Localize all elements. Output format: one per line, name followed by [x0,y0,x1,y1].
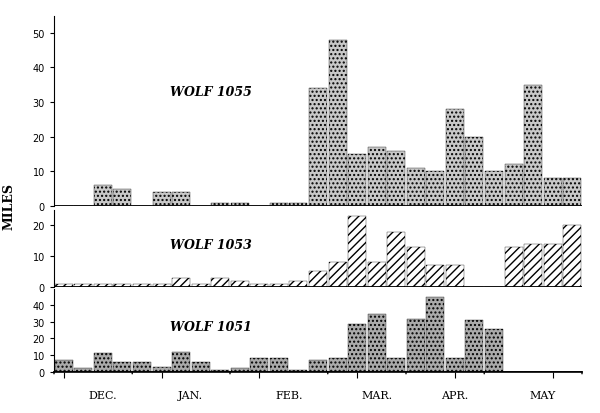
Bar [485,329,503,372]
Text: MAY: MAY [530,390,556,400]
Bar [329,263,347,287]
Bar [55,360,73,372]
Text: WOLF 1055: WOLF 1055 [170,86,252,99]
Bar [152,284,170,287]
Bar [446,266,464,287]
Bar [270,203,288,206]
Bar [563,226,581,287]
Bar [231,368,249,372]
Bar [505,165,523,206]
Bar [427,266,445,287]
Bar [152,367,170,372]
Bar [191,284,209,287]
Text: JAN.: JAN. [178,390,203,400]
Bar [505,247,523,287]
Bar [466,138,484,206]
Bar [446,110,464,206]
Bar [113,189,131,206]
Bar [387,358,405,372]
Bar [368,148,386,206]
Bar [329,358,347,372]
Bar [387,232,405,287]
Bar [289,370,307,372]
Bar [74,284,92,287]
Bar [55,284,73,287]
Bar [368,263,386,287]
Bar [348,324,366,372]
Bar [348,217,366,287]
Bar [172,278,190,287]
Bar [544,179,562,206]
Bar [485,172,503,206]
Bar [94,186,112,206]
Bar [74,368,92,372]
Bar [348,155,366,206]
Bar [211,203,229,206]
Bar [544,244,562,287]
Bar [427,172,445,206]
Bar [211,278,229,287]
Bar [563,179,581,206]
Bar [309,272,327,287]
Bar [94,354,112,372]
Text: FEB.: FEB. [275,390,302,400]
Bar [211,370,229,372]
Bar [309,360,327,372]
Bar [270,358,288,372]
Bar [368,314,386,372]
Bar [466,320,484,372]
Bar [524,85,542,206]
Bar [407,247,425,287]
Bar [113,284,131,287]
Bar [446,358,464,372]
Text: WOLF 1053: WOLF 1053 [170,239,252,252]
Bar [113,362,131,372]
Bar [407,169,425,206]
Text: DEC.: DEC. [89,390,117,400]
Bar [309,89,327,206]
Bar [407,319,425,372]
Bar [172,352,190,372]
Bar [289,203,307,206]
Text: MAR.: MAR. [361,390,392,400]
Bar [270,284,288,287]
Bar [250,358,268,372]
Bar [152,193,170,206]
Bar [94,284,112,287]
Bar [172,193,190,206]
Bar [250,284,268,287]
Bar [387,151,405,206]
Bar [289,281,307,287]
Bar [133,284,151,287]
Bar [231,203,249,206]
Bar [231,281,249,287]
Bar [329,41,347,206]
Bar [133,362,151,372]
Text: WOLF 1051: WOLF 1051 [170,320,252,333]
Text: MILES: MILES [2,183,16,230]
Bar [427,297,445,372]
Bar [524,244,542,287]
Bar [191,362,209,372]
Text: APR.: APR. [441,390,469,400]
